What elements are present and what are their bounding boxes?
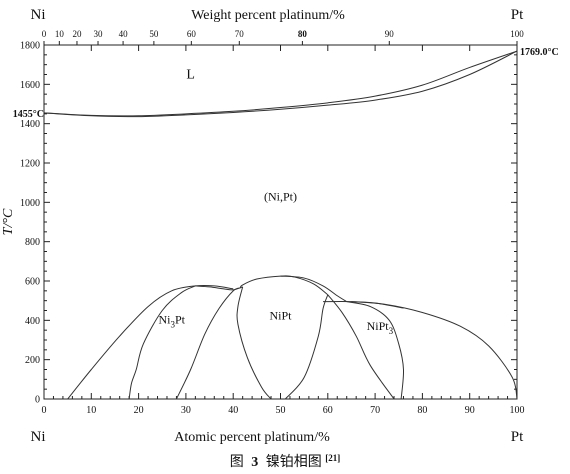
x-tick-label: 80 [417,405,427,416]
y-tick-label: 800 [25,237,40,248]
y-tick-label: 1200 [20,159,40,170]
top-tick-label: 100 [510,29,524,39]
phase-label: NiPt3 [367,319,394,336]
phase-boundary-line-12 [327,294,395,400]
x-tick-label: 20 [134,405,144,416]
phase-region-labels: L (Ni,Pt) NiPt Ni3Pt NiPt3 [158,67,393,336]
caption-number: 3 [251,455,258,470]
phase-label: (Ni,Pt) [264,189,297,203]
top-tick-label: 30 [94,29,104,39]
phase-boundary-line-3 [67,284,234,400]
top-tick-label: 50 [149,29,159,39]
top-tick-label: 40 [119,29,129,39]
top-tick-label: 60 [187,29,197,39]
phase-boundary-line-8 [236,286,272,400]
x-tick-label: 90 [465,405,475,416]
plot-border [43,44,518,400]
phase-boundary-line-9 [284,294,329,400]
y-tick-label: 600 [25,277,40,288]
phase-boundary-line-13 [346,301,405,400]
x-tick-label: 60 [323,405,333,416]
corner-label-ni-top: Ni [31,7,46,23]
phase-label: NiPt [269,308,292,322]
phase-boundary-line-14 [351,301,518,400]
caption-prefix: 图 [230,455,244,470]
x-tick-label: 100 [510,405,525,416]
plot-frame [43,44,518,400]
top-tick-label: 80 [298,29,308,39]
phase-boundary-line-1 [43,50,518,118]
x-tick-label: 30 [181,405,191,416]
pt-melting-point-label: 1769.0°C [520,47,559,58]
y-tick-label: 1800 [20,41,40,52]
top-tick-label: 90 [385,29,395,39]
x-tick-label: 0 [42,405,47,416]
phase-boundary-line-10 [280,275,347,303]
phase-boundary-line-5 [175,287,241,400]
figure-caption: 图 3 镍铂相图 [21] [230,453,341,470]
top-tick-label: 10 [55,29,65,39]
caption-text: 镍铂相图 [266,454,322,470]
top-tick-label: 70 [235,29,245,39]
phase-boundary-line-6 [195,285,243,291]
y-axis-label: T/°C [1,208,16,235]
phase-label: Ni3Pt [158,312,185,329]
top-axis-ticks: 0 10 20 30 40 50 60 70 80 90 100 [42,29,524,45]
y-tick-label: 1600 [20,80,40,91]
phase-label: L [186,67,195,82]
top-tick-label: 0 [42,29,47,39]
top-tick-label: 20 [72,29,82,39]
bottom-axis-label: Atomic percent platinum/% [174,430,330,445]
phase-boundary-line-4 [128,285,196,400]
corner-label-ni-bottom: Ni [31,429,46,445]
x-tick-label: 50 [276,405,286,416]
phase-boundary-line-2 [43,50,518,117]
ni-melting-point-label: 1455°C [13,109,44,120]
left-axis-ticks: 0 200 400 600 800 1000 1200 1400 1600 1800 [20,41,517,406]
caption-reference: [21] [325,453,340,463]
x-tick-label: 70 [370,405,380,416]
y-tick-label: 200 [25,355,40,366]
x-tick-label: 10 [86,405,96,416]
y-tick-label: 1000 [20,198,40,209]
corner-label-pt-bottom: Pt [511,429,524,445]
corner-label-pt-top: Pt [511,7,524,23]
bottom-axis-ticks: 0 10 20 30 40 50 60 70 80 90 100 [42,45,525,416]
phase-boundary-curves [43,50,518,400]
x-tick-label: 40 [228,405,238,416]
y-tick-label: 0 [35,395,40,406]
y-tick-label: 400 [25,316,40,327]
y-tick-label: 1400 [20,119,40,130]
top-axis-label: Weight percent platinum/% [191,8,345,23]
phase-boundary-line-7 [239,275,329,296]
